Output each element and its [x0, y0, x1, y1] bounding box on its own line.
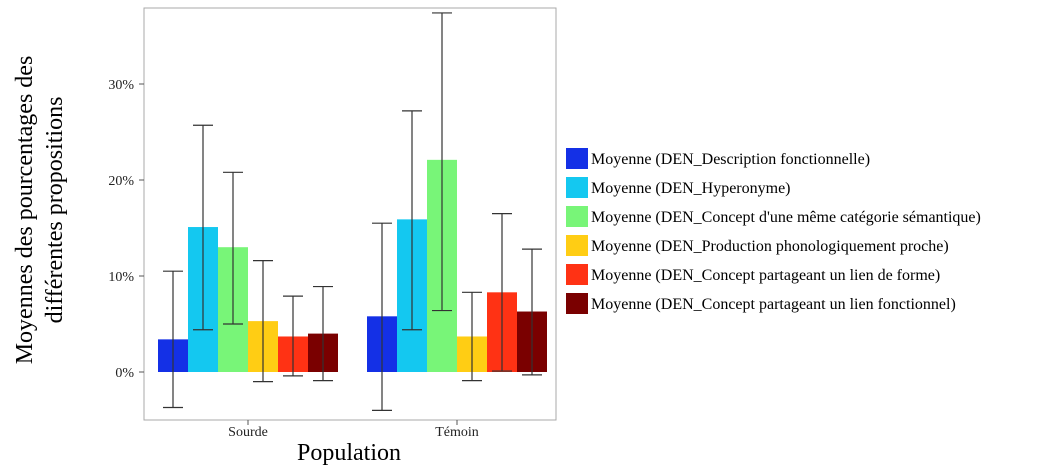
legend-swatch	[566, 177, 588, 198]
legend-label: Moyenne (DEN_Production phonologiquement…	[591, 238, 949, 255]
y-axis-title-line-1: Moyennes des pourcentages des	[12, 56, 38, 365]
legend-swatch	[566, 235, 588, 256]
y-tick-label: 10%	[108, 270, 134, 285]
legend-swatch	[566, 293, 588, 314]
legend-swatch	[566, 206, 588, 227]
x-tick-label: Témoin	[435, 425, 479, 440]
x-axis-title: Population	[297, 440, 401, 466]
y-axis-title-line-2: différentes propositions	[42, 97, 68, 324]
legend-label: Moyenne (DEN_Concept d'une même catégori…	[591, 209, 981, 226]
legend-label: Moyenne (DEN_Concept partageant un lien …	[591, 267, 940, 284]
y-tick-label: 0%	[115, 366, 134, 381]
legend-label: Moyenne (DEN_Concept partageant un lien …	[591, 296, 956, 313]
legend-label: Moyenne (DEN_Description fonctionnelle)	[591, 151, 870, 168]
plot-frame	[143, 7, 557, 421]
legend-swatch	[566, 148, 588, 169]
x-tick-label: Sourde	[228, 425, 268, 440]
y-tick-label: 30%	[108, 78, 134, 93]
legend-label: Moyenne (DEN_Hyperonyme)	[591, 180, 791, 197]
y-tick-label: 20%	[108, 174, 134, 189]
legend-swatch	[566, 264, 588, 285]
